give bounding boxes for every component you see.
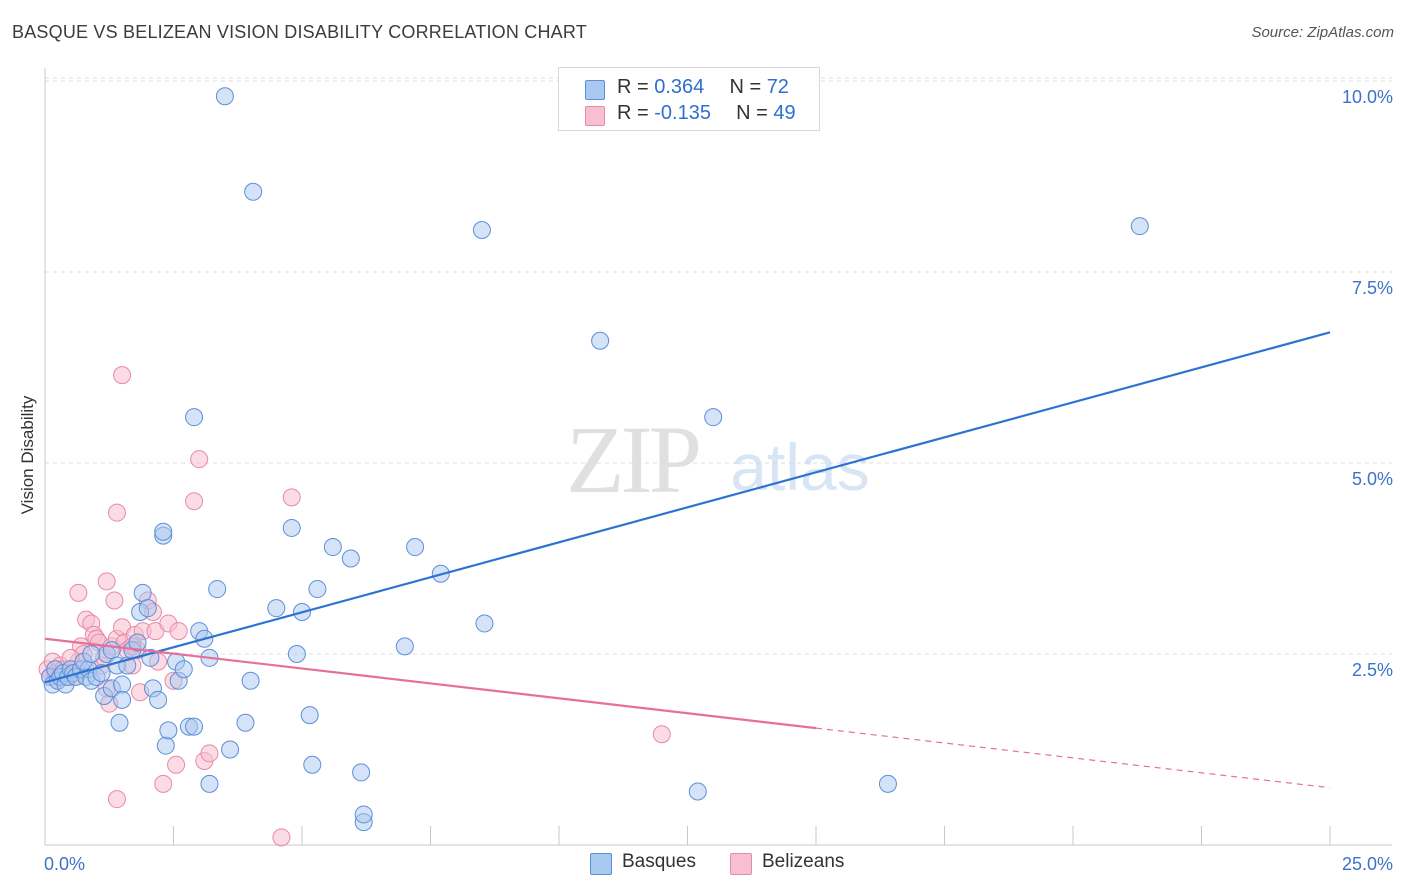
belizeans-point-53 bbox=[154, 774, 173, 793]
belizeans-r-label: R = bbox=[617, 102, 649, 124]
belizeans-point-43 bbox=[185, 492, 204, 511]
belizeans-point-48 bbox=[113, 366, 132, 385]
basques-point-63 bbox=[341, 549, 360, 568]
basques-swatch bbox=[585, 80, 605, 100]
y-tick-label-0: 2.5% bbox=[1352, 660, 1393, 680]
basques-point-72 bbox=[591, 331, 610, 350]
basques-point-60 bbox=[303, 755, 322, 774]
basques-trend-line bbox=[44, 331, 1331, 684]
basques-point-64 bbox=[352, 763, 371, 782]
basques-point-43 bbox=[185, 717, 204, 736]
belizeans-point-49 bbox=[69, 583, 88, 602]
belizeans-legend-swatch bbox=[730, 853, 752, 875]
basques-point-62 bbox=[323, 538, 342, 557]
basques-r-value: 0.364 bbox=[654, 76, 705, 98]
belizeans-point-51 bbox=[272, 828, 291, 847]
basques-point-24 bbox=[113, 675, 132, 694]
belizeans-point-47 bbox=[107, 503, 126, 522]
belizeans-point-55 bbox=[97, 572, 116, 591]
belizeans-point-54 bbox=[652, 725, 671, 744]
basques-point-56 bbox=[282, 518, 301, 537]
basques-point-27 bbox=[128, 633, 147, 652]
basques-point-35 bbox=[113, 690, 132, 709]
belizeans-point-25 bbox=[105, 591, 124, 610]
belizeans-trend-line bbox=[44, 637, 817, 730]
basques-point-34 bbox=[110, 713, 129, 732]
belizeans-point-42 bbox=[169, 622, 188, 641]
basques-point-54 bbox=[244, 182, 263, 201]
basques-n-label: N = bbox=[729, 76, 762, 98]
chart-title: BASQUE VS BELIZEAN VISION DISABILITY COR… bbox=[12, 22, 587, 42]
grid-layer bbox=[45, 77, 1392, 655]
watermark-zip: ZIP bbox=[566, 406, 699, 513]
belizeans-point-50 bbox=[282, 488, 301, 507]
watermark: ZIP atlas bbox=[566, 406, 870, 513]
y-tick-label-1: 5.0% bbox=[1352, 469, 1393, 489]
basques-point-55 bbox=[267, 599, 286, 618]
belizeans-point-41 bbox=[167, 755, 186, 774]
basques-n-value: 72 bbox=[766, 76, 789, 98]
basques-point-36 bbox=[156, 736, 175, 755]
basques-point-53 bbox=[241, 671, 260, 690]
basques-point-57 bbox=[287, 645, 306, 663]
trend-lines bbox=[44, 331, 1331, 789]
tick-labels: 2.5% 5.0% 7.5% 10.0% 0.0% 25.0% bbox=[44, 87, 1393, 874]
basques-point-49 bbox=[208, 580, 227, 599]
basques-points bbox=[41, 87, 1149, 832]
correlation-legend: R = 0.364 N = 72 R = -0.135 N = 49 bbox=[558, 67, 820, 131]
belizeans-r-value: -0.135 bbox=[654, 102, 711, 124]
basques-point-48 bbox=[200, 774, 219, 793]
basques-point-75 bbox=[878, 774, 897, 793]
axes-layer bbox=[44, 68, 1392, 846]
basques-point-19 bbox=[102, 641, 121, 660]
basques-point-47 bbox=[185, 408, 204, 427]
y-axis-label: Vision Disability bbox=[18, 395, 37, 515]
basques-point-52 bbox=[236, 713, 255, 732]
basques-point-74 bbox=[704, 408, 723, 427]
belizeans-point-46 bbox=[200, 744, 219, 763]
basques-point-68 bbox=[406, 538, 425, 557]
belizeans-trend-extension bbox=[815, 727, 1331, 789]
basques-point-30 bbox=[138, 599, 157, 618]
basques-point-66 bbox=[354, 805, 373, 824]
basques-point-31 bbox=[141, 648, 160, 667]
basques-point-50 bbox=[215, 87, 234, 106]
basques-legend-label: Basques bbox=[622, 851, 696, 872]
basques-point-73 bbox=[688, 782, 707, 801]
basques-point-37 bbox=[159, 721, 178, 740]
y-tick-label-2: 7.5% bbox=[1352, 278, 1393, 298]
basques-point-67 bbox=[395, 637, 414, 656]
belizeans-n-value: 49 bbox=[773, 102, 796, 124]
basques-point-51 bbox=[221, 740, 240, 759]
basques-r-label: R = bbox=[617, 76, 649, 98]
basques-point-61 bbox=[308, 580, 327, 599]
y-tick-label-3: 10.0% bbox=[1342, 87, 1393, 107]
basques-point-70 bbox=[475, 614, 494, 633]
source-label: Source: ZipAtlas.com bbox=[1251, 24, 1394, 41]
belizeans-point-44 bbox=[190, 450, 209, 469]
basques-point-69 bbox=[472, 220, 491, 239]
watermark-atlas: atlas bbox=[730, 430, 869, 504]
basques-point-77 bbox=[154, 522, 173, 541]
belizeans-point-52 bbox=[107, 790, 126, 809]
basques-point-76 bbox=[1130, 217, 1149, 236]
basques-point-59 bbox=[300, 706, 319, 725]
basques-point-33 bbox=[149, 690, 168, 709]
x-tick-label-0: 0.0% bbox=[44, 854, 85, 874]
belizeans-swatch bbox=[585, 106, 605, 126]
basques-point-29 bbox=[133, 583, 152, 602]
basques-point-41 bbox=[174, 660, 193, 679]
basques-legend-swatch bbox=[590, 853, 612, 875]
belizeans-legend-label: Belizeans bbox=[762, 851, 845, 872]
x-tick-label-1: 25.0% bbox=[1342, 854, 1393, 874]
basques-point-20 bbox=[82, 645, 101, 663]
belizeans-n-label: N = bbox=[736, 102, 768, 124]
